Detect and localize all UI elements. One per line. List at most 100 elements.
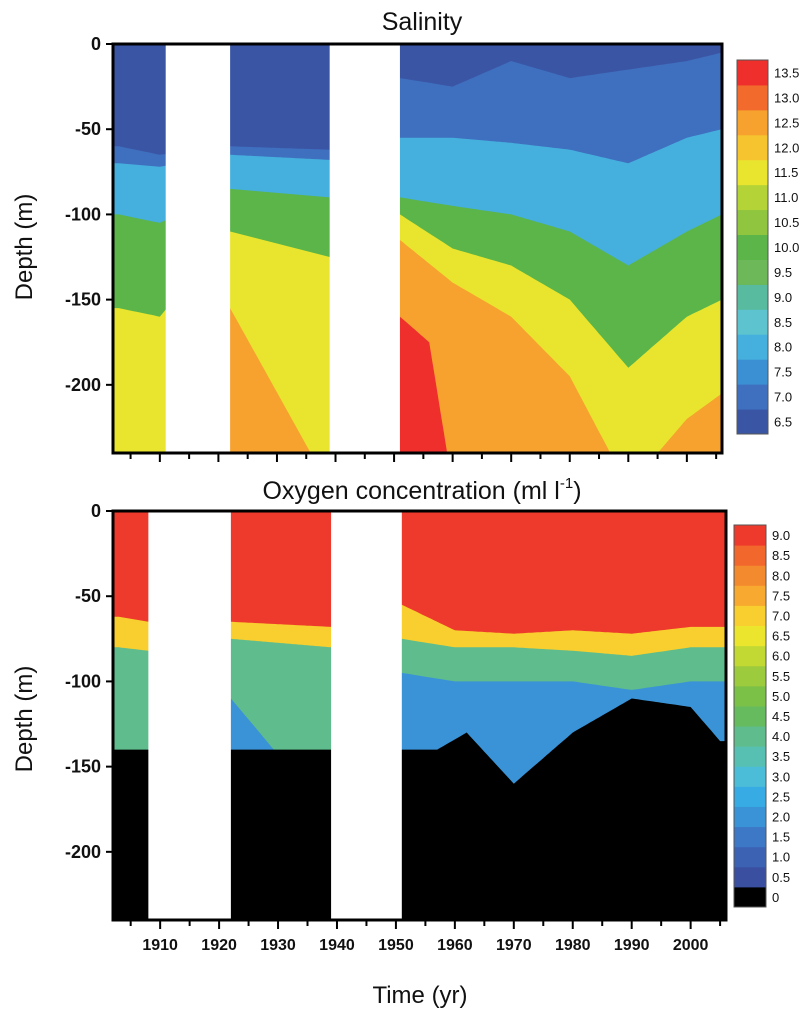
colorbar-swatch — [734, 525, 766, 546]
oxygen-title-suffix: ) — [573, 477, 581, 505]
colorbar-label: 7.0 — [774, 390, 792, 405]
colorbar-swatch — [737, 384, 768, 410]
colorbar-label: 6.0 — [772, 649, 790, 664]
colorbar-label: 1.5 — [772, 830, 790, 845]
colorbar-swatch — [737, 359, 768, 385]
y-tick-label: 0 — [91, 501, 101, 521]
data-gap — [331, 511, 402, 920]
colorbar-swatch — [737, 409, 768, 435]
x-tick-label: 1980 — [555, 937, 591, 954]
y-tick-label: -100 — [65, 671, 101, 691]
colorbar-label: 13.0 — [774, 90, 799, 105]
x-tick-label: 1950 — [378, 937, 414, 954]
salinity-plot-area: 0 -50 -100 -150 -200 — [65, 34, 724, 462]
y-tick-label: -50 — [75, 119, 101, 139]
colorbar-frame — [736, 59, 769, 435]
oxygen-plot-area: 0 -50 -100 -150 -200 1910 1920 1930 1940 1950 1960… — [65, 501, 728, 954]
colorbar-swatch — [734, 806, 766, 828]
colorbar-label: 5.5 — [772, 669, 790, 684]
colorbar-swatch — [737, 134, 768, 161]
colorbar-swatch — [734, 605, 766, 627]
colorbar-label: 9.0 — [774, 290, 792, 305]
colorbar-label: 11.5 — [774, 165, 798, 180]
x-tick-label: 1960 — [437, 937, 473, 954]
y-tick-label: -150 — [65, 757, 101, 777]
colorbar-label: 0.5 — [772, 870, 790, 885]
colorbar-label: 7.0 — [772, 608, 790, 623]
colorbar-label: 11.0 — [774, 190, 798, 205]
colorbar-label: 6.5 — [774, 415, 792, 430]
x-tick-label: 1940 — [319, 937, 355, 954]
colorbar-swatch — [734, 846, 766, 868]
colorbar-swatch — [737, 84, 768, 111]
x-tick-label: 1910 — [142, 937, 178, 954]
salinity-title: Salinity — [382, 8, 463, 36]
colorbar-label: 7.5 — [774, 365, 792, 380]
colorbar-label: 2.0 — [772, 810, 790, 825]
y-tick-label: 0 — [91, 34, 101, 54]
oxygen-y-axis-label: Depth (m) — [11, 666, 38, 773]
salinity-y-axis-label: Depth (m) — [11, 194, 38, 301]
colorbar-swatch — [734, 746, 766, 767]
colorbar-label: 10.5 — [774, 215, 799, 230]
colorbar-label: 4.0 — [772, 729, 790, 744]
y-tick-label: -150 — [65, 290, 101, 310]
colorbar-swatch — [737, 234, 768, 260]
colorbar-label: 10.0 — [774, 240, 799, 255]
colorbar-label: 0 — [772, 890, 779, 905]
colorbar-label: 9.5 — [774, 265, 792, 280]
oxygen-colorbar: 0 0.5 1.0 1.5 2.0 2.5 3.0 3.5 4.0 4.5 5.0 5.5 6.0 6.5… — [733, 524, 790, 908]
colorbar-swatch — [737, 209, 768, 236]
colorbar-label: 13.5 — [774, 65, 799, 80]
colorbar-swatch — [737, 60, 768, 86]
colorbar-frame — [733, 524, 767, 908]
contour-field — [113, 511, 726, 920]
colorbar-swatch — [737, 109, 768, 136]
colorbar-swatch — [734, 726, 766, 747]
salinity-panel: Salinity Depth (m) 0 -50 -100 -150 -200 6.5 7… — [11, 8, 799, 462]
colorbar-swatch — [734, 886, 766, 908]
colorbar-label: 1.0 — [772, 850, 790, 865]
x-tick-label: 1930 — [260, 937, 296, 954]
plot-frame — [111, 509, 728, 922]
colorbar-swatch — [734, 705, 766, 727]
data-gap — [148, 511, 231, 920]
x-tick-label: 1970 — [496, 937, 532, 954]
x-tick-label: 2000 — [673, 937, 709, 954]
colorbar-swatch — [734, 645, 766, 667]
salinity-colorbar: 6.5 7.0 7.5 8.0 8.5 9.0 9.5 10.0 10.5 11.0 11.5 12.… — [736, 59, 799, 435]
colorbar-swatch — [737, 284, 768, 310]
colorbar-swatch — [734, 665, 766, 687]
colorbar-label: 4.5 — [772, 709, 790, 724]
colorbar-swatch — [737, 259, 768, 285]
colorbar-swatch — [734, 826, 766, 848]
contour-band — [173, 240, 722, 453]
colorbar-swatch — [734, 545, 766, 566]
colorbar-swatch — [734, 565, 766, 586]
colorbar-swatch — [737, 159, 768, 186]
plot-frame — [111, 42, 724, 455]
oxygen-panel: Oxygen concentration (ml l-1) Depth (m) … — [11, 475, 790, 1009]
colorbar-label: 3.5 — [772, 749, 790, 764]
contour-field — [113, 44, 722, 453]
colorbar-swatch — [737, 334, 768, 360]
y-tick-label: -50 — [75, 586, 101, 606]
x-axis-label: Time (yr) — [372, 982, 467, 1009]
oxygen-title: Oxygen concentration (ml l-1) — [262, 475, 581, 505]
contour-band — [113, 698, 726, 920]
data-gap — [329, 44, 400, 453]
colorbar-label: 2.5 — [772, 789, 790, 804]
x-tick-label: 1990 — [614, 937, 650, 954]
y-tick-label: -200 — [65, 842, 101, 862]
colorbar-label: 8.5 — [774, 315, 792, 330]
data-gap — [165, 44, 231, 453]
colorbar-label: 8.0 — [774, 340, 792, 355]
colorbar-label: 12.0 — [774, 140, 799, 155]
colorbar-swatch — [737, 309, 768, 335]
oxygen-title-superscript: -1 — [560, 475, 573, 492]
y-tick-label: -100 — [65, 204, 101, 224]
colorbar-swatch — [734, 585, 766, 606]
colorbar-label: 6.5 — [772, 629, 790, 644]
y-tick-label: -200 — [65, 375, 101, 395]
